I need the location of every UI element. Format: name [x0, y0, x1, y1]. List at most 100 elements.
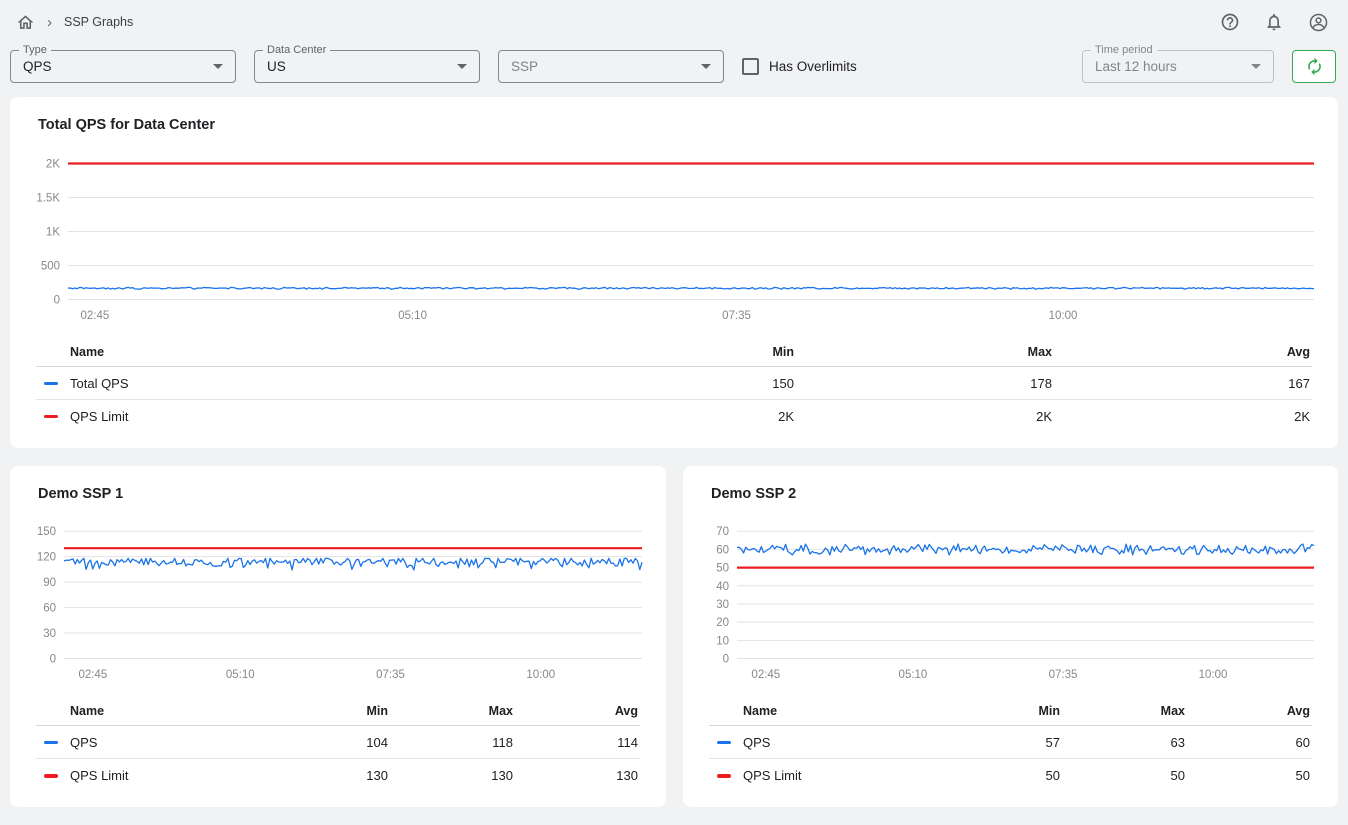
time-period-select[interactable]: Time period Last 12 hours [1082, 44, 1274, 83]
svg-text:05:10: 05:10 [899, 669, 928, 681]
col-header-max: Max [1062, 697, 1187, 727]
help-icon[interactable] [1218, 10, 1242, 34]
series-min: 150 [538, 366, 796, 401]
svg-text:07:35: 07:35 [376, 669, 405, 681]
svg-text:90: 90 [43, 577, 56, 589]
series-avg: 2K [1294, 408, 1310, 424]
type-select[interactable]: Type QPS [10, 44, 236, 83]
top-bar: › SSP Graphs [0, 0, 1348, 44]
svg-text:07:35: 07:35 [1049, 669, 1078, 681]
series-name: QPS Limit [743, 768, 802, 784]
svg-text:30: 30 [43, 628, 56, 640]
svg-text:1K: 1K [46, 226, 60, 238]
svg-text:60: 60 [43, 603, 56, 615]
total-qps-card: Total QPS for Data Center 2K 1.5K 1K 500 0 02… [10, 97, 1338, 449]
series-max: 50 [1170, 767, 1185, 783]
col-header-min: Min [265, 697, 390, 727]
refresh-button[interactable] [1292, 50, 1336, 83]
dropdown-caret-icon [213, 64, 223, 69]
series-avg: 167 [1054, 366, 1312, 401]
table-row: Total QPS 150 178 167 [36, 366, 1312, 401]
col-header-name: Name [36, 697, 265, 727]
svg-text:60: 60 [716, 545, 729, 557]
series-color-dash [717, 774, 731, 778]
series-avg: 130 [616, 767, 638, 783]
svg-text:0: 0 [54, 295, 60, 307]
series-avg: 60 [1187, 725, 1312, 760]
breadcrumb: › SSP Graphs [16, 13, 133, 32]
legend-table: Name Min Max Avg Total QPS 150 178 167 Q… [36, 338, 1312, 432]
svg-text:20: 20 [716, 617, 729, 629]
time-period-select-value: Last 12 hours [1095, 59, 1177, 74]
svg-text:10:00: 10:00 [1049, 310, 1078, 322]
series-color-dash [717, 740, 731, 745]
series-max: 130 [491, 767, 513, 783]
svg-text:02:45: 02:45 [751, 669, 780, 681]
col-header-name: Name [36, 338, 538, 367]
type-select-value: QPS [23, 59, 52, 74]
series-color-dash [44, 740, 58, 745]
series-color-dash [44, 774, 58, 778]
series-color-dash [44, 414, 58, 419]
table-row: QPS 104 118 114 [36, 725, 640, 760]
legend-table: Name Min Max Avg QPS 57 63 60 QPS Limit [709, 697, 1312, 791]
time-period-select-label: Time period [1091, 44, 1157, 57]
header-actions [1218, 10, 1330, 34]
series-avg: 50 [1295, 767, 1310, 783]
svg-text:50: 50 [716, 563, 729, 575]
home-icon[interactable] [16, 13, 35, 32]
chart-title: Demo SSP 1 [38, 486, 124, 503]
series-avg: 114 [515, 725, 640, 760]
series-max: 178 [796, 366, 1054, 401]
col-header-min: Min [538, 338, 796, 367]
series-name: QPS Limit [70, 409, 129, 425]
svg-text:02:45: 02:45 [80, 310, 109, 322]
ssp-cards-row: Demo SSP 1 150 120 90 60 30 0 02:45 05:10 07:35 1… [10, 466, 1338, 808]
svg-text:05:10: 05:10 [398, 310, 427, 322]
svg-text:1.5K: 1.5K [36, 192, 60, 204]
dropdown-caret-icon [701, 64, 711, 69]
series-max: 63 [1062, 725, 1187, 760]
table-row: QPS Limit 50 50 50 [709, 759, 1312, 792]
svg-text:05:10: 05:10 [226, 669, 255, 681]
svg-text:500: 500 [41, 260, 60, 272]
table-row: QPS Limit 130 130 130 [36, 759, 640, 792]
svg-text:120: 120 [37, 552, 56, 564]
series-name: QPS [743, 735, 771, 751]
col-header-avg: Avg [515, 697, 640, 727]
series-max: 2K [1036, 408, 1052, 424]
dropdown-caret-icon [1251, 64, 1261, 69]
col-header-avg: Avg [1054, 338, 1312, 367]
chevron-right-icon: › [47, 13, 52, 31]
table-row: QPS 57 63 60 [709, 725, 1312, 760]
svg-text:07:35: 07:35 [722, 310, 751, 322]
series-min: 104 [265, 725, 390, 760]
series-min: 57 [937, 725, 1062, 760]
data-center-select[interactable]: Data Center US [254, 44, 480, 83]
demo-ssp-1-card: Demo SSP 1 150 120 90 60 30 0 02:45 05:10 07:35 1… [10, 466, 666, 808]
table-row: QPS Limit 2K 2K 2K [36, 400, 1312, 433]
chart-title: Demo SSP 2 [711, 486, 797, 503]
checkbox-unchecked-icon[interactable] [742, 58, 759, 75]
col-header-max: Max [390, 697, 515, 727]
svg-text:0: 0 [723, 654, 729, 666]
notifications-icon[interactable] [1262, 10, 1286, 34]
col-header-avg: Avg [1187, 697, 1312, 727]
svg-text:150: 150 [37, 526, 56, 538]
col-header-max: Max [796, 338, 1054, 367]
breadcrumb-current: SSP Graphs [64, 15, 134, 29]
col-header-name: Name [709, 697, 937, 727]
dropdown-caret-icon [457, 64, 467, 69]
demo-ssp-2-line-chart: 70 60 50 40 30 20 10 0 02:45 05:10 07:35 10:00 [701, 518, 1320, 689]
has-overlimits-checkbox[interactable]: Has Overlimits [742, 58, 857, 75]
account-icon[interactable] [1306, 10, 1330, 34]
chart-title: Total QPS for Data Center [38, 117, 215, 133]
series-name: QPS [70, 735, 98, 751]
legend-table: Name Min Max Avg QPS 104 118 114 QPS Lim… [36, 697, 640, 791]
svg-text:70: 70 [716, 526, 729, 538]
svg-text:10:00: 10:00 [1199, 669, 1228, 681]
ssp-select[interactable]: SSP [498, 50, 724, 83]
total-qps-line-chart: 2K 1.5K 1K 500 0 02:45 05:10 07:35 10:00 [28, 147, 1320, 330]
svg-text:0: 0 [50, 654, 56, 666]
series-min: 130 [366, 767, 388, 783]
